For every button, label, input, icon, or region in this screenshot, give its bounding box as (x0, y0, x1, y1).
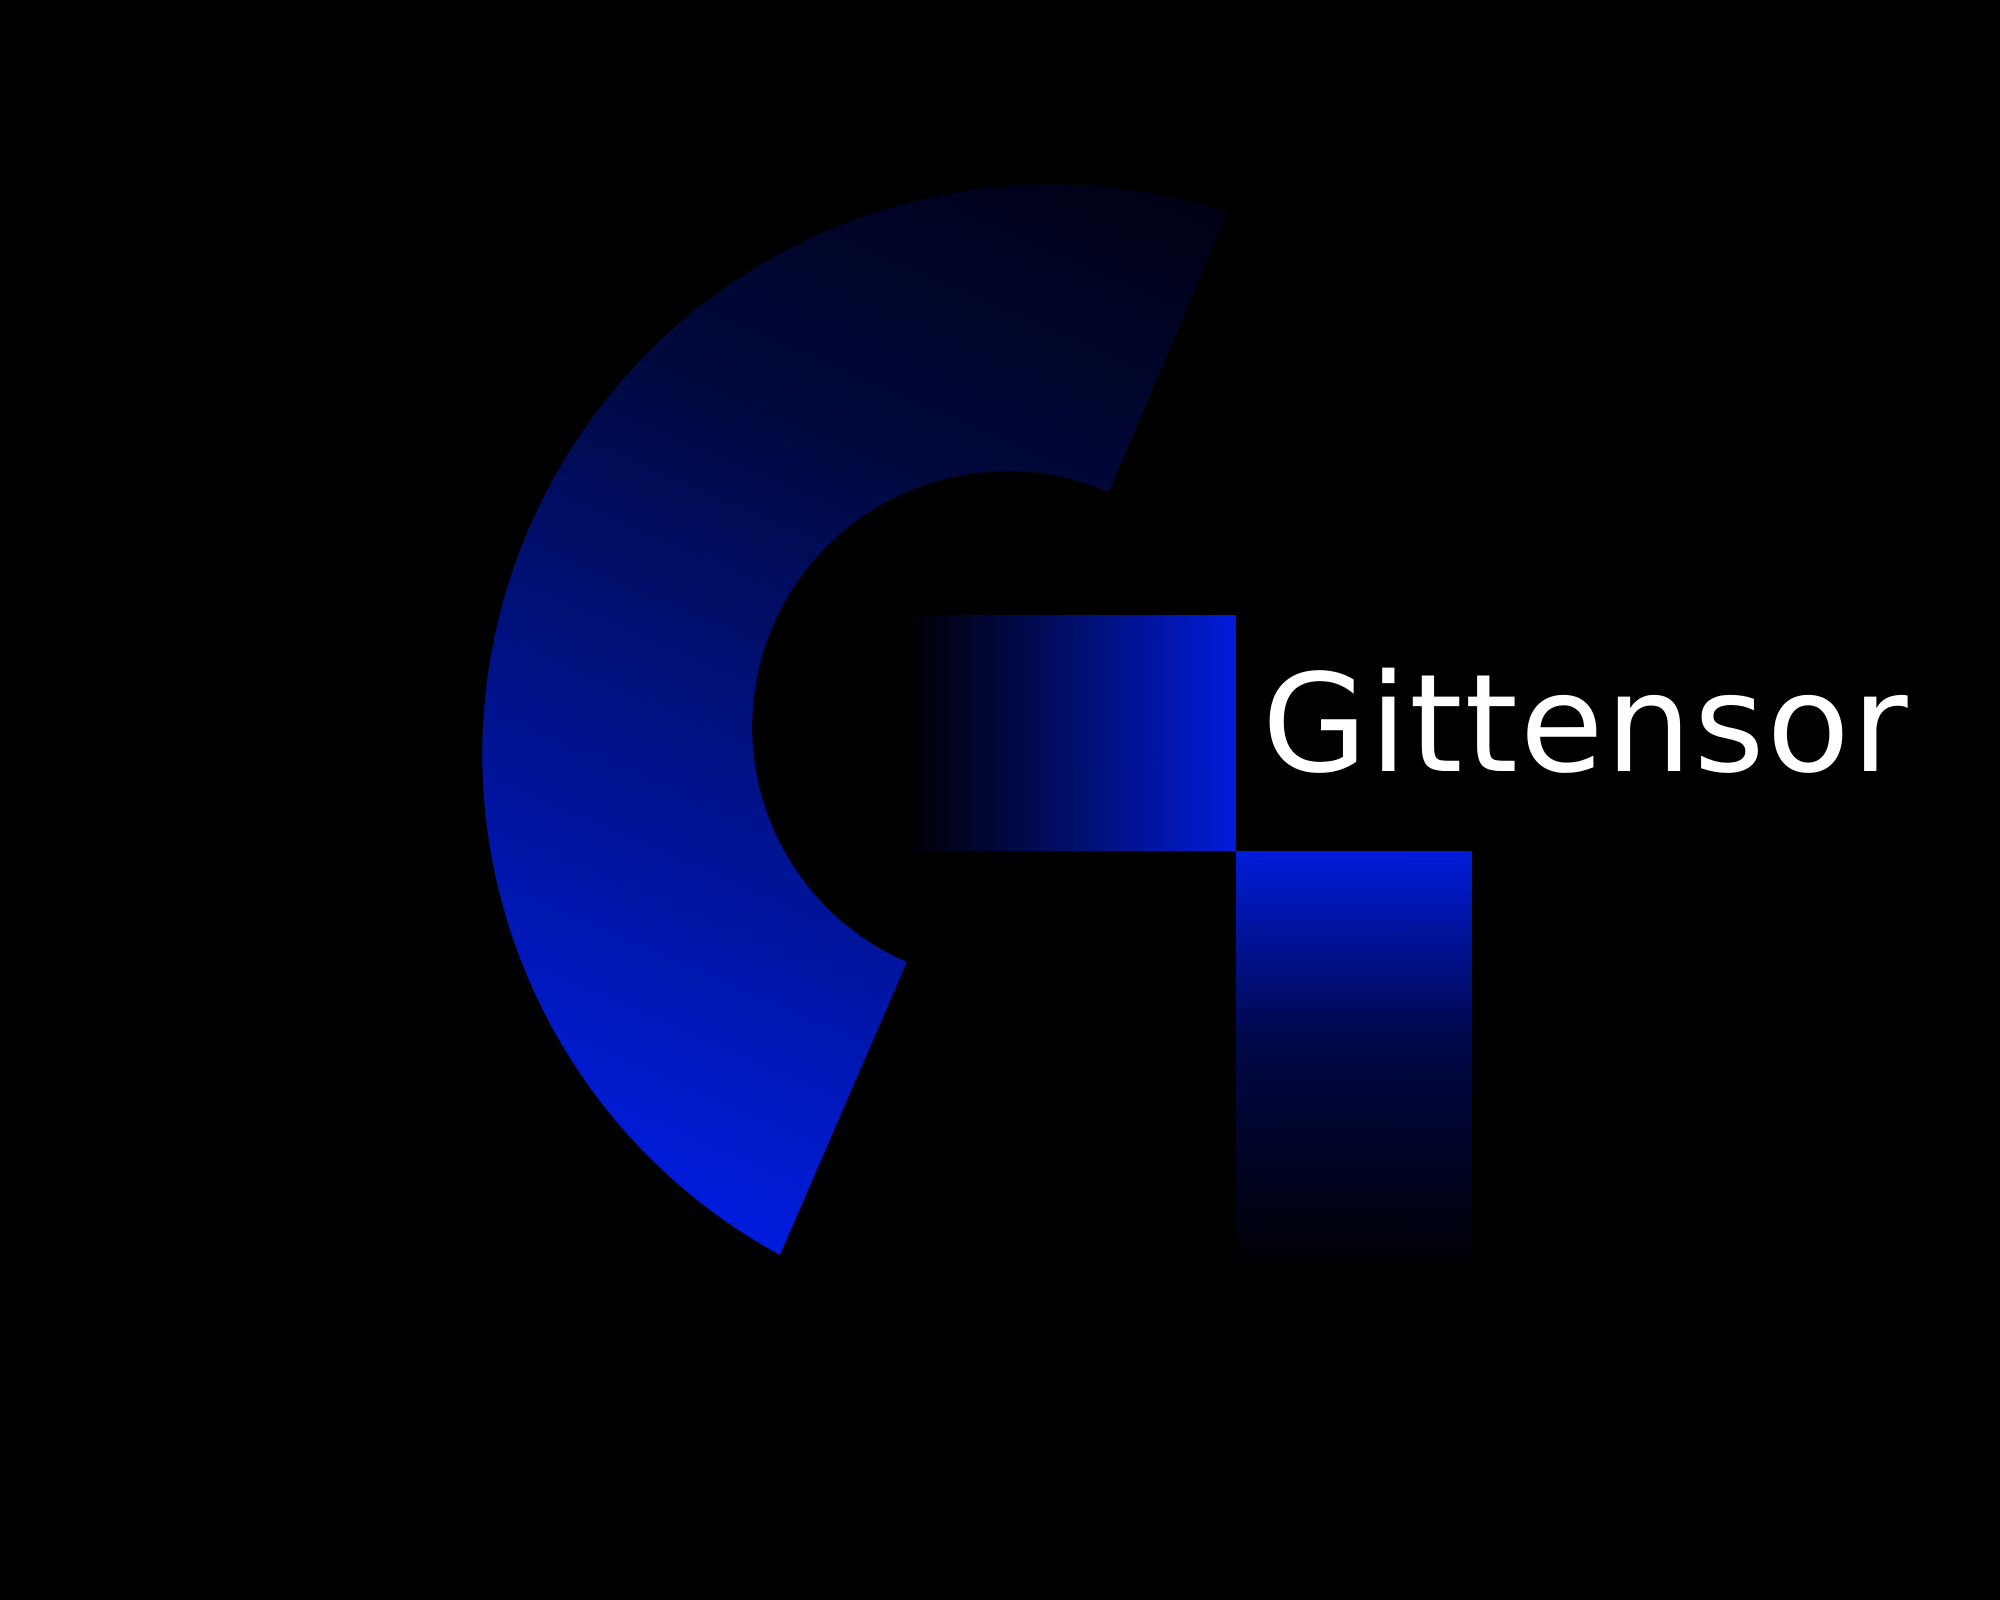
g-stem-shape (1236, 851, 1472, 1265)
g-crossbar-shape (910, 615, 1236, 851)
brand-wordmark: Gittensor (1262, 646, 1910, 804)
g-arc-shape (482, 184, 1228, 1256)
